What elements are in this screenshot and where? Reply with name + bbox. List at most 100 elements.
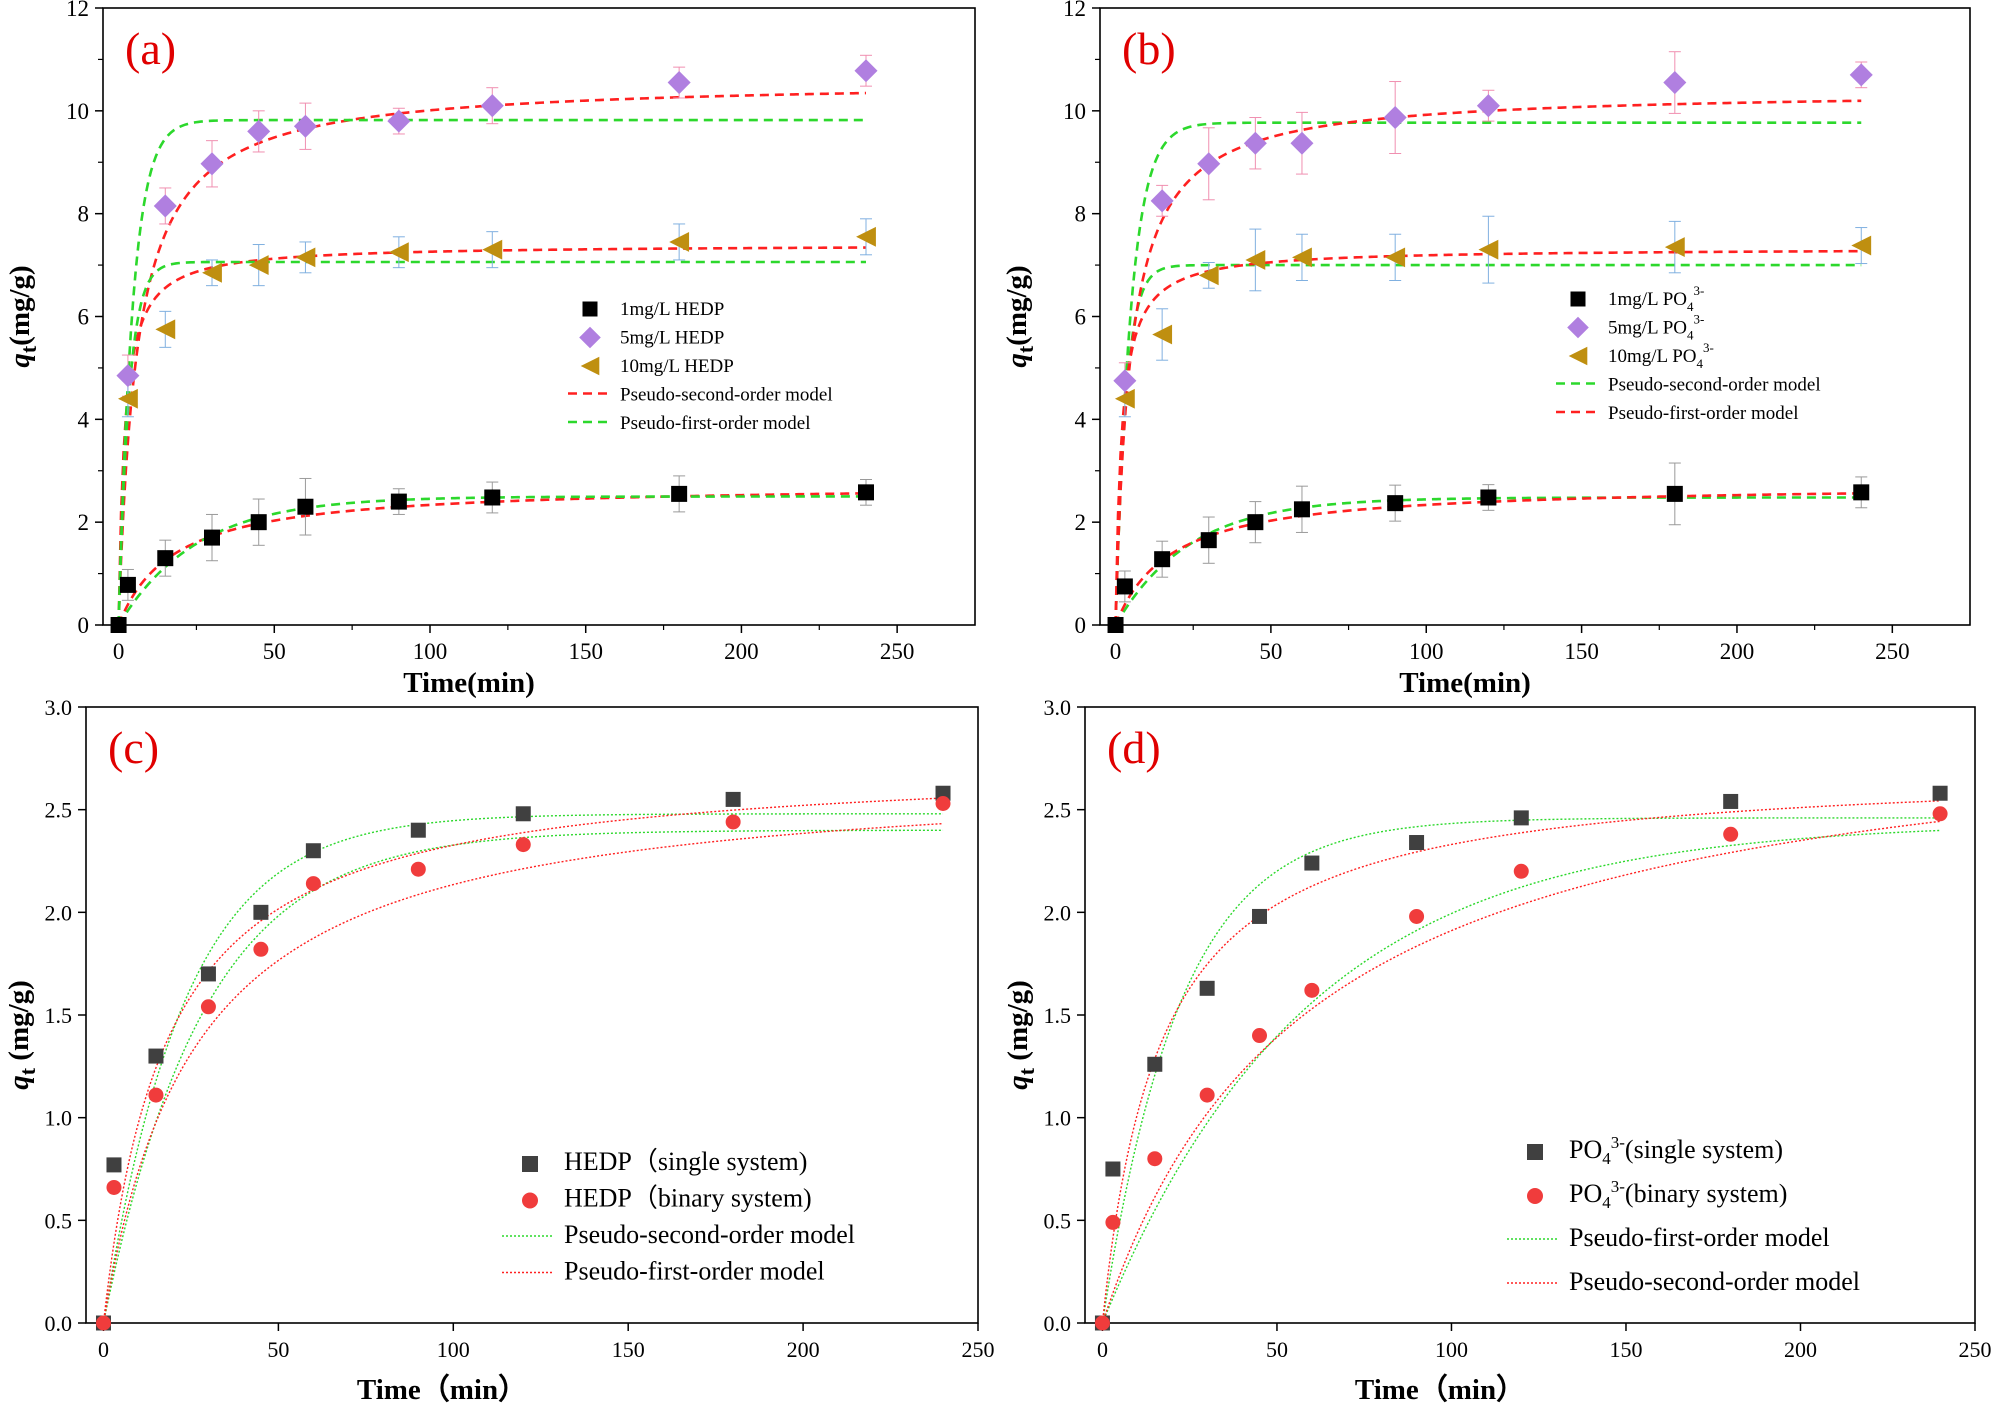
data-point-triangle-left <box>1114 388 1135 409</box>
data-point-circle <box>253 941 269 957</box>
x-axis-title: Time（min） <box>1355 1373 1525 1406</box>
legend-label: 10mg/L PO43- <box>1608 340 1714 371</box>
data-point-circle <box>1094 1315 1110 1331</box>
legend-label-sub: 4 <box>1687 328 1694 343</box>
data-point-diamond <box>1663 71 1687 95</box>
panel-a: 0 50 100 150 200 250 0 2 4 6 8 10 12 Time(min) qt(mg/g… <box>4 0 976 699</box>
y-axis-title-unit: (mg/g) <box>3 980 35 1068</box>
y-tick-label: 1.0 <box>45 1106 73 1131</box>
legend-label-sub: 4 <box>1697 356 1704 371</box>
y-tick-label: 0 <box>1075 613 1087 638</box>
y-axis-title: qt(mg/g) <box>4 265 41 367</box>
y-tick-label: 10 <box>1063 99 1086 124</box>
legend-label-tail: (binary system) <box>1625 1179 1787 1208</box>
y-tick-label: 2.5 <box>45 798 73 823</box>
data-point-circle <box>1304 982 1320 998</box>
data-point-square <box>1147 1056 1163 1072</box>
data-point-diamond <box>1290 131 1314 155</box>
y-tick-label: 4 <box>78 407 90 432</box>
legend-label-sup: 3- <box>1611 1177 1626 1196</box>
data-point-square <box>119 576 136 593</box>
x-axis-title: Time(min) <box>1399 667 1531 699</box>
fit-curve <box>1114 121 1862 626</box>
data-point-triangle-left <box>117 388 138 409</box>
data-point-square <box>305 843 321 859</box>
data-point-square <box>148 1048 164 1064</box>
x-tick-label: 100 <box>437 1337 470 1362</box>
fit-curve <box>117 246 867 626</box>
panel-d: 0 50 100 150 200 250 0.0 0.5 1.0 1.5 2.0 2.5 3.0 Time… <box>1002 695 1992 1406</box>
data-point-circle <box>725 814 741 830</box>
fit-curve <box>102 797 944 1324</box>
y-tick-label: 8 <box>1075 202 1087 227</box>
data-point-circle <box>148 1087 164 1103</box>
legend-label-main: 1mg/L HEDP <box>620 299 724 320</box>
data-point-circle <box>1723 826 1739 842</box>
legend-label-sup: 3- <box>1694 283 1705 298</box>
fit-curve <box>1101 820 1941 1324</box>
legend-label-main: 5mg/L PO <box>1608 318 1687 339</box>
x-tick-label: 150 <box>612 1337 645 1362</box>
x-tick-label: 50 <box>263 639 286 664</box>
x-tick-label: 0 <box>113 639 125 664</box>
data-point-diamond <box>667 71 691 95</box>
data-point-diamond <box>293 114 317 138</box>
panel-tag-c: (c) <box>108 722 159 773</box>
x-tick-label: 250 <box>880 639 915 664</box>
data-point-square <box>671 485 688 502</box>
data-point-circle <box>1932 806 1948 822</box>
legend-label: HEDP（single system) <box>564 1147 807 1176</box>
legend-label-sup: 3- <box>1703 340 1714 355</box>
data-point-triangle-left <box>388 242 409 263</box>
data-point-triangle-left <box>1245 250 1266 270</box>
y-tick-label: 10 <box>66 99 89 124</box>
data-point-square <box>1293 501 1310 518</box>
data-point-circle <box>305 876 321 892</box>
x-tick-label: 250 <box>962 1337 995 1362</box>
legend-label-sub: 4 <box>1602 1149 1611 1168</box>
data-point-diamond <box>153 194 177 218</box>
data-point-square <box>1932 785 1948 801</box>
data-point-circle <box>1199 1087 1215 1103</box>
y-tick-label: 12 <box>1063 0 1086 21</box>
data-point-square <box>410 822 426 838</box>
fit-curve <box>1101 800 1941 1324</box>
x-tick-label: 200 <box>1784 1337 1817 1362</box>
plot-frame <box>1084 706 1976 1324</box>
x-tick-label: 0 <box>1110 639 1122 664</box>
legend-label-sub: 4 <box>1687 299 1694 314</box>
legend-marker <box>522 1192 538 1209</box>
legend-label: HEDP（binary system) <box>564 1184 812 1213</box>
fit-curve <box>102 829 944 1324</box>
data-point-circle <box>410 861 426 877</box>
data-point-square <box>935 785 951 801</box>
data-point-square <box>1723 793 1739 809</box>
y-tick-label: 6 <box>1075 305 1087 330</box>
data-point-square <box>1513 810 1529 826</box>
data-point-diamond <box>1113 369 1137 393</box>
data-point-square <box>1247 514 1264 531</box>
panel-b: 0 50 100 150 200 250 0 2 4 6 8 10 12 Time(min) qt(mg/g… <box>1001 0 1971 699</box>
panel-tag-b: (b) <box>1122 23 1176 74</box>
panel-c: 0 50 100 150 200 250 0.0 0.5 1.0 1.5 2.0 2.5 3.0 Time… <box>3 695 995 1406</box>
y-axis-title-unit: (mg/g) <box>1001 265 1033 346</box>
data-point-square <box>1304 855 1320 871</box>
fit-curve <box>1101 829 1941 1324</box>
x-tick-label: 150 <box>568 639 603 664</box>
legend-label-main: PO <box>1569 1135 1602 1164</box>
legend-label-sub: 4 <box>1602 1193 1611 1212</box>
y-tick-label: 12 <box>66 0 89 21</box>
legend-label: Pseudo-second-order model <box>1569 1267 1860 1296</box>
plot-frame <box>1099 7 1971 626</box>
legend-label: Pseudo-second-order model <box>1608 375 1821 396</box>
fit-curve <box>1114 263 1862 626</box>
data-point-triangle-left <box>248 255 269 276</box>
data-point-square <box>1105 1161 1121 1177</box>
x-tick-label: 100 <box>413 639 448 664</box>
data-point-circle <box>1147 1151 1163 1167</box>
data-point-triangle-left <box>1152 324 1173 345</box>
y-tick-label: 0.5 <box>1044 1208 1072 1233</box>
legend-marker <box>582 301 598 317</box>
legend-marker <box>1527 1188 1543 1204</box>
